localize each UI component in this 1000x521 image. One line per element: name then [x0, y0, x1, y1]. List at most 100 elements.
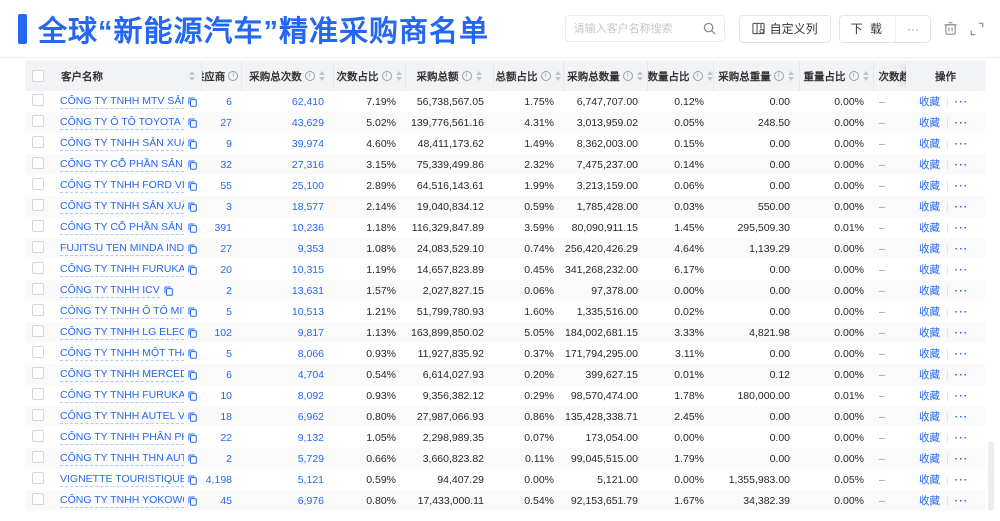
row-checkbox[interactable]	[32, 451, 44, 463]
company-name-link[interactable]: CÔNG TY Ô TÔ TOYOTA VIỆT ...	[60, 116, 184, 130]
row-more-button[interactable]: ···	[954, 431, 969, 444]
company-name-link[interactable]: CÔNG TY TNHH MTV SẢN XUẤ...	[60, 95, 184, 109]
column-header-qty_ratio[interactable]: 数量占比 i	[647, 61, 714, 91]
favorite-button[interactable]: 收藏	[919, 117, 940, 129]
favorite-button[interactable]: 收藏	[919, 159, 940, 171]
sort-icon[interactable]	[395, 71, 402, 81]
row-more-button[interactable]: ···	[954, 242, 969, 255]
copy-icon[interactable]	[188, 138, 197, 149]
row-checkbox[interactable]	[32, 388, 44, 400]
favorite-button[interactable]: 收藏	[919, 138, 940, 150]
row-checkbox[interactable]	[32, 409, 44, 421]
copy-icon[interactable]	[188, 243, 197, 254]
sort-icon[interactable]	[188, 71, 195, 81]
row-more-button[interactable]: ···	[954, 116, 969, 129]
row-checkbox[interactable]	[32, 157, 44, 169]
column-header-name[interactable]: 客户名称	[51, 61, 202, 91]
row-checkbox[interactable]	[32, 346, 44, 358]
copy-icon[interactable]	[188, 474, 197, 485]
sort-icon[interactable]	[706, 71, 713, 81]
copy-icon[interactable]	[188, 264, 197, 275]
sort-icon[interactable]	[318, 71, 325, 81]
select-all-checkbox[interactable]	[32, 70, 44, 82]
row-checkbox[interactable]	[32, 199, 44, 211]
company-name-link[interactable]: CÔNG TY TNHH ICV	[60, 283, 160, 298]
favorite-button[interactable]: 收藏	[919, 285, 940, 297]
favorite-button[interactable]: 收藏	[919, 201, 940, 213]
row-checkbox[interactable]	[32, 430, 44, 442]
vertical-scrollbar[interactable]	[988, 441, 994, 511]
favorite-button[interactable]: 收藏	[919, 348, 940, 360]
row-more-button[interactable]: ···	[954, 179, 969, 192]
company-name-link[interactable]: CÔNG TY TNHH SẢN XUẤT VÀ ...	[60, 137, 184, 151]
favorite-button[interactable]: 收藏	[919, 453, 940, 465]
column-header-weight_ratio[interactable]: 重量占比 i	[799, 61, 874, 91]
row-more-button[interactable]: ···	[954, 368, 969, 381]
row-checkbox[interactable]	[32, 304, 44, 316]
favorite-button[interactable]: 收藏	[919, 474, 940, 486]
copy-icon[interactable]	[188, 495, 197, 506]
sort-icon[interactable]	[636, 71, 643, 81]
row-more-button[interactable]: ···	[954, 347, 969, 360]
company-name-link[interactable]: CÔNG TY TNHH FORD VIỆT NAM	[60, 178, 184, 193]
company-name-link[interactable]: CÔNG TY TNHH Ô TÔ MITSUBI...	[60, 304, 184, 319]
company-name-link[interactable]: CÔNG TY TNHH PHÂN PHỐI T...	[60, 431, 184, 445]
column-header-total_weight[interactable]: 采购总重量 i	[713, 61, 800, 91]
company-name-link[interactable]: CÔNG TY CỔ PHẦN SẢN XUẤT...	[60, 220, 184, 235]
column-header-supplier[interactable]: 供应商i	[201, 61, 242, 91]
copy-icon[interactable]	[188, 432, 197, 443]
sort-icon[interactable]	[787, 71, 794, 81]
row-checkbox[interactable]	[32, 283, 44, 295]
row-checkbox[interactable]	[32, 178, 44, 190]
download-button[interactable]: 下 载	[850, 22, 884, 36]
row-checkbox[interactable]	[32, 241, 44, 253]
copy-icon[interactable]	[188, 411, 197, 422]
copy-icon[interactable]	[188, 306, 197, 317]
sort-icon[interactable]	[554, 71, 561, 81]
copy-icon[interactable]	[188, 180, 197, 191]
more-actions-button[interactable]: ···	[895, 15, 930, 42]
copy-icon[interactable]	[188, 201, 197, 212]
row-more-button[interactable]: ···	[954, 305, 969, 318]
copy-icon[interactable]	[188, 348, 197, 359]
favorite-button[interactable]: 收藏	[919, 96, 940, 108]
sort-icon[interactable]	[475, 71, 482, 81]
column-header-total_amount[interactable]: 采购总额 i	[405, 61, 494, 91]
row-checkbox[interactable]	[32, 94, 44, 106]
company-name-link[interactable]: CÔNG TY CỔ PHẦN SẢN XUẤT...	[60, 157, 184, 172]
row-more-button[interactable]: ···	[954, 158, 969, 171]
row-checkbox[interactable]	[32, 493, 44, 505]
row-more-button[interactable]: ···	[954, 137, 969, 150]
row-checkbox[interactable]	[32, 115, 44, 127]
row-more-button[interactable]: ···	[954, 221, 969, 234]
row-checkbox[interactable]	[32, 325, 44, 337]
column-header-count_ratio[interactable]: 次数占比 i	[333, 61, 406, 91]
column-header-amount_ratio[interactable]: 总额占比 i	[493, 61, 564, 91]
favorite-button[interactable]: 收藏	[919, 432, 940, 444]
row-checkbox[interactable]	[32, 262, 44, 274]
copy-icon[interactable]	[188, 117, 197, 128]
favorite-button[interactable]: 收藏	[919, 390, 940, 402]
company-name-link[interactable]: FUJITSU TEN MINDA INDIA PVT...	[60, 241, 184, 256]
favorite-button[interactable]: 收藏	[919, 495, 940, 507]
copy-icon[interactable]	[188, 327, 197, 338]
row-checkbox[interactable]	[32, 136, 44, 148]
favorite-button[interactable]: 收藏	[919, 243, 940, 255]
row-more-button[interactable]: ···	[954, 326, 969, 339]
row-checkbox[interactable]	[32, 220, 44, 232]
favorite-button[interactable]: 收藏	[919, 222, 940, 234]
copy-icon[interactable]	[188, 453, 197, 464]
company-name-link[interactable]: CÔNG TY TNHH LG ELECTRON...	[60, 326, 184, 340]
row-more-button[interactable]: ···	[954, 263, 969, 276]
row-more-button[interactable]: ···	[954, 389, 969, 402]
delete-icon[interactable]	[943, 21, 958, 36]
row-more-button[interactable]: ···	[954, 410, 969, 423]
row-more-button[interactable]: ···	[954, 95, 969, 108]
row-more-button[interactable]: ···	[954, 494, 969, 507]
sort-icon[interactable]	[862, 71, 869, 81]
favorite-button[interactable]: 收藏	[919, 327, 940, 339]
company-name-link[interactable]: CÔNG TY TNHH FURUKAWA A...	[60, 262, 184, 277]
company-name-link[interactable]: CÔNG TY TNHH AUTEL VIỆT N...	[60, 410, 184, 424]
copy-icon[interactable]	[188, 222, 197, 233]
column-header-total_count[interactable]: 采购总次数 i	[241, 61, 334, 91]
